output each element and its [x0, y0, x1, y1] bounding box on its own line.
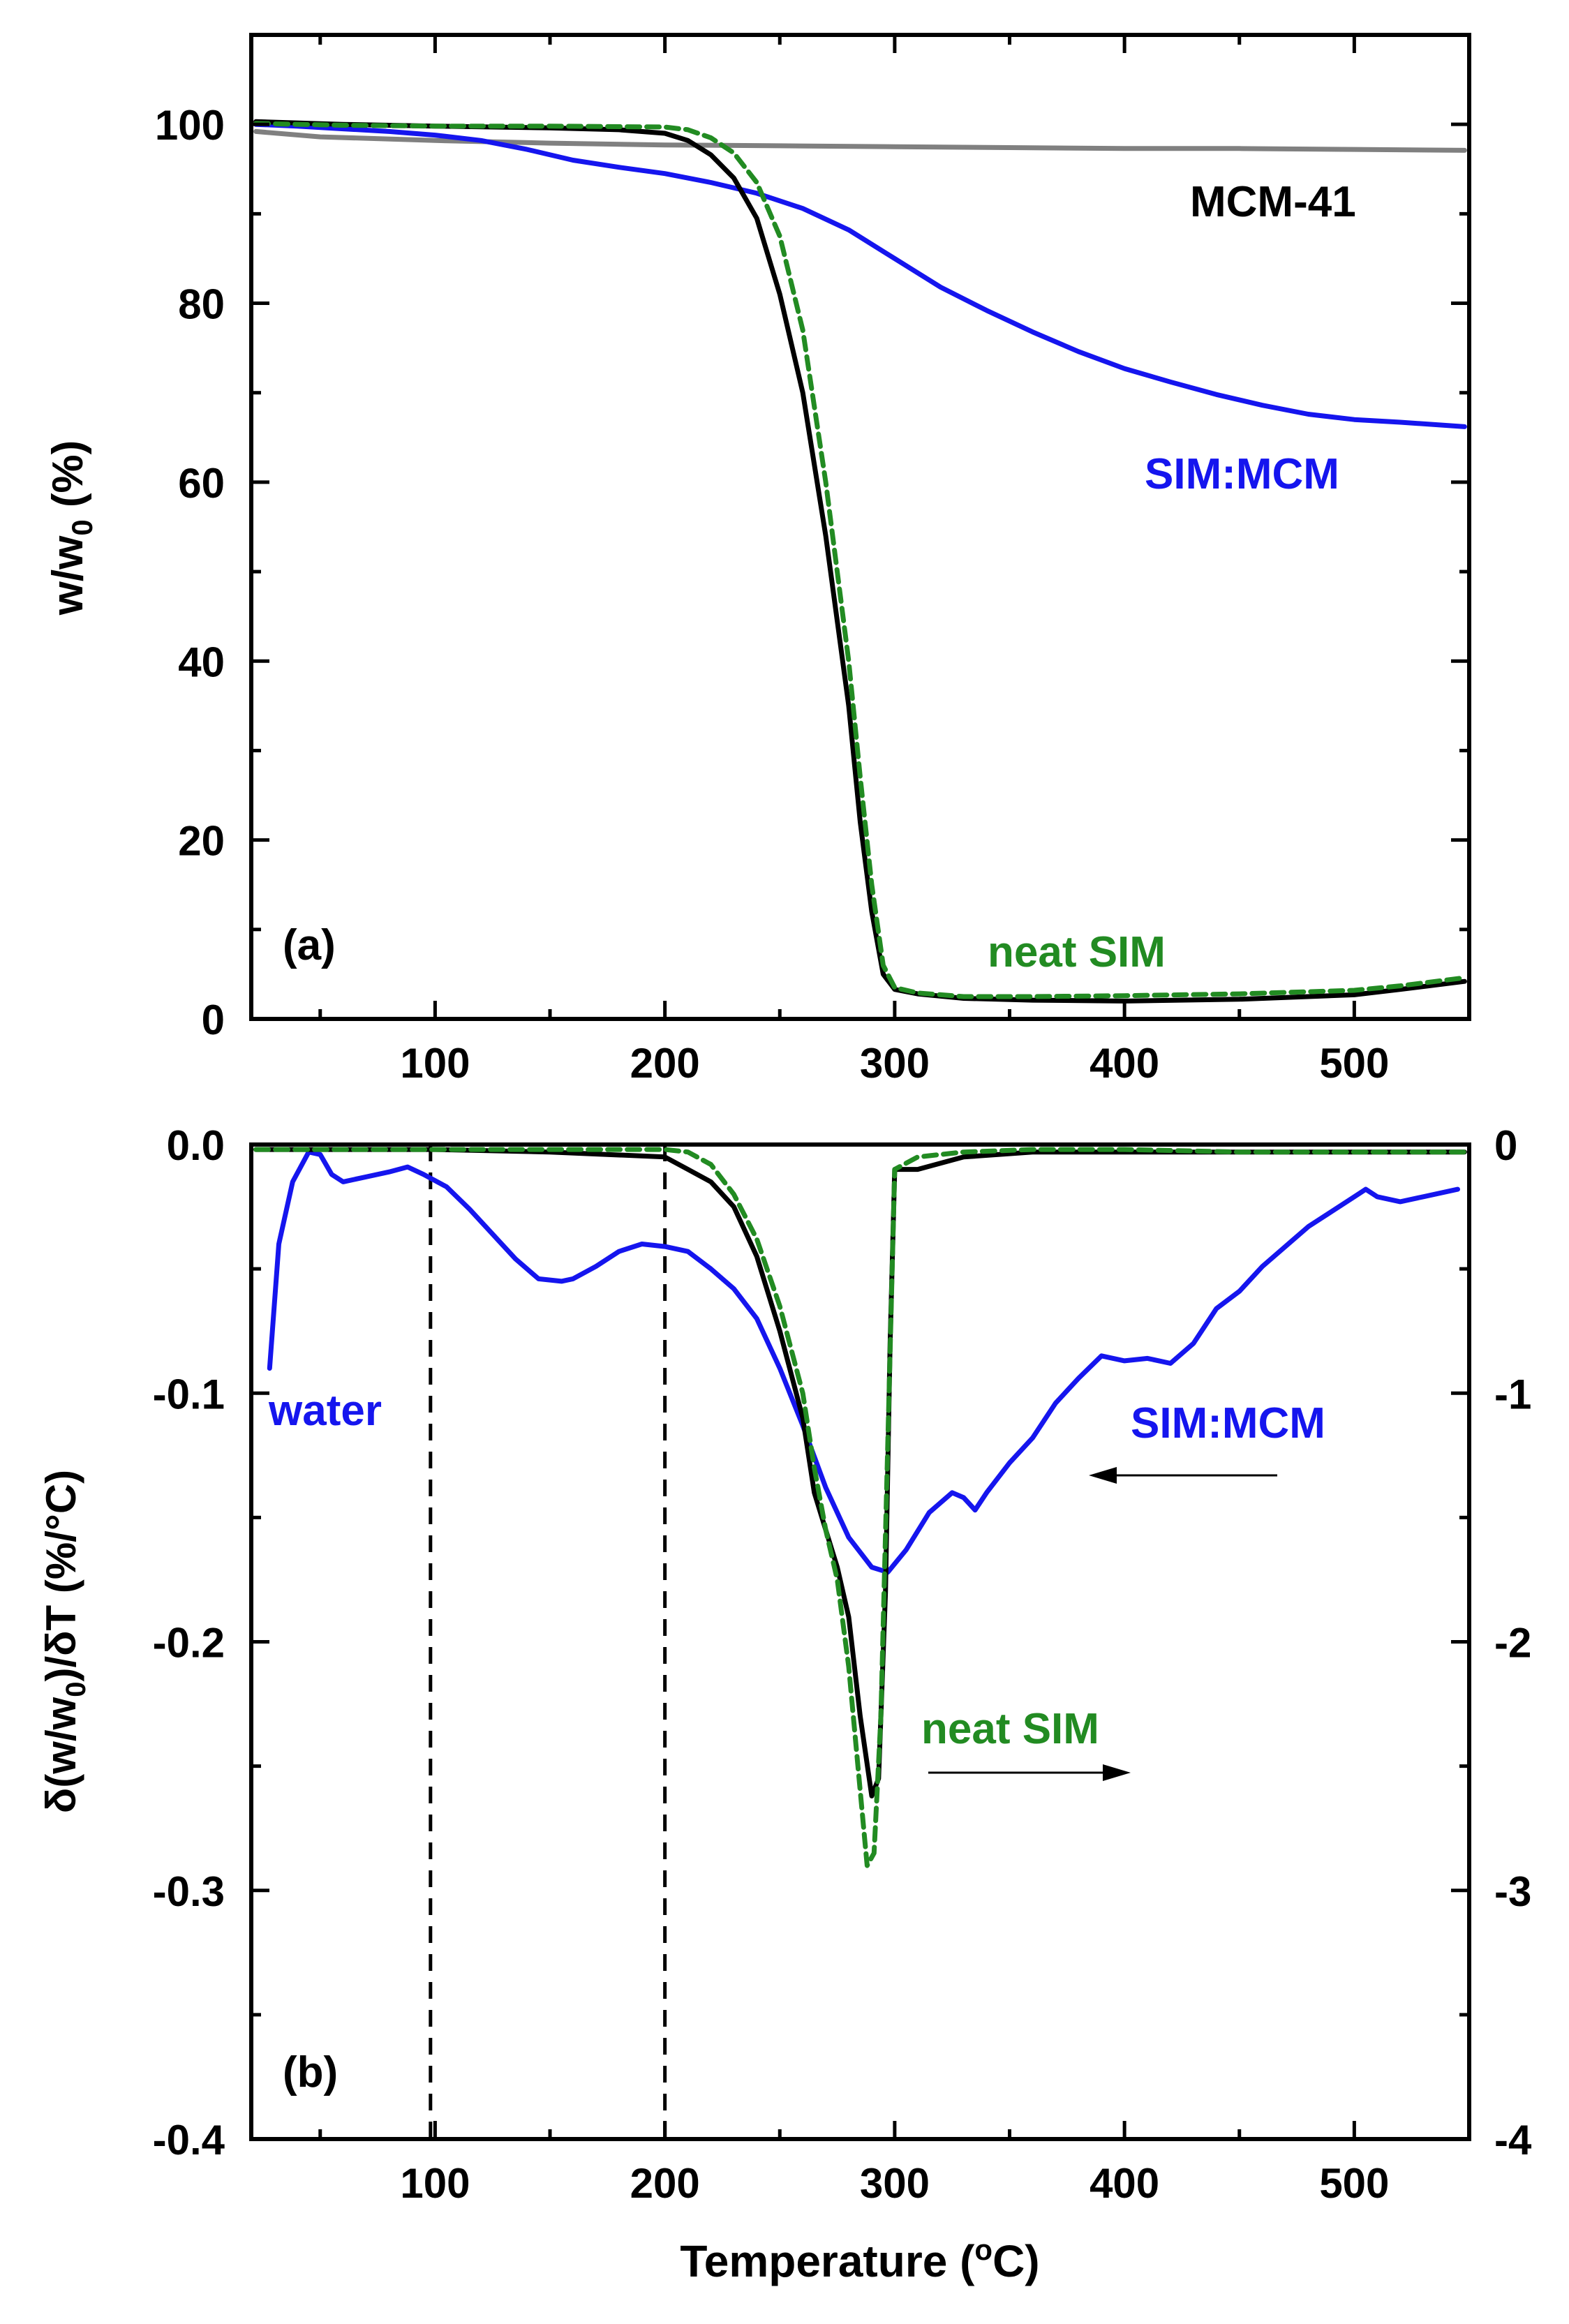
- x-tick-label-b: 100: [400, 2160, 470, 2207]
- x-axis-label: Temperature (oC): [680, 2233, 1039, 2286]
- series-neat-sim-dashed-a: [253, 121, 1467, 999]
- panel-b: 100 200 300 400 500 -0.4 -0.3 -0.2 -0.1 0.0 -4 -3…: [38, 1122, 1532, 2207]
- series-neat-sim-b: [253, 1147, 1467, 1798]
- panel-b-ylabel-main: δ(w/w: [38, 1697, 84, 1813]
- x-tick-label-b: 500: [1319, 2160, 1389, 2207]
- y-tick-label-a: 40: [178, 639, 225, 685]
- y-right-tick-label-b: -1: [1494, 1371, 1531, 1417]
- panel-b-ylabel: δ(w/w0)/δT (%/°C): [38, 1470, 91, 1813]
- annotation-sim-mcm-a: SIM:MCM: [1145, 450, 1339, 498]
- x-tick-label-a: 200: [630, 1040, 700, 1087]
- series-neat-sim-a: [253, 119, 1467, 1004]
- x-axis-label-end: C): [992, 2236, 1040, 2286]
- x-tick-label-b: 400: [1090, 2160, 1159, 2207]
- annotation-sim-mcm-b: SIM:MCM: [1131, 1399, 1325, 1447]
- x-axis-label-sup: o: [974, 2233, 992, 2266]
- panel-a-x-ticks: 100 200 300 400 500: [318, 35, 1471, 1087]
- y-tick-label-a: 60: [178, 460, 225, 507]
- panel-b-series: [253, 1147, 1467, 1868]
- y-tick-label-b: -0.2: [153, 1620, 225, 1667]
- panel-a-ylabel-main: w/w: [44, 535, 92, 616]
- x-tick-label-b: 300: [860, 2160, 930, 2207]
- panel-a-y-ticks: 0 20 40 60 80 100: [155, 33, 1469, 1043]
- y-right-tick-label-b: -4: [1494, 2117, 1532, 2163]
- x-axis-label-main: Temperature (: [680, 2236, 975, 2286]
- panel-b-ylabel-end: )/δT (%/°C): [38, 1470, 84, 1682]
- annotation-mcm41: MCM-41: [1190, 178, 1356, 226]
- y-tick-label-a: 20: [178, 818, 225, 865]
- y-tick-label-a: 0: [202, 997, 225, 1043]
- y-right-tick-label-b: -2: [1494, 1620, 1531, 1667]
- panel-a-label: (a): [283, 921, 336, 969]
- x-tick-label-a: 500: [1319, 1040, 1389, 1087]
- annotation-neat-sim-a: neat SIM: [988, 928, 1166, 976]
- y-right-tick-label-b: -3: [1494, 1868, 1531, 1915]
- panel-a-ylabel: w/w0 (%): [44, 440, 98, 616]
- panel-b-label: (b): [283, 2048, 338, 2096]
- series-mcm-41-a: [253, 128, 1467, 153]
- panel-b-ylabel-sub: 0: [61, 1682, 91, 1697]
- panel-b-y-ticks-left: -0.4 -0.3 -0.2 -0.1 0.0: [153, 1122, 269, 2163]
- arrow-right-axis: [928, 1764, 1131, 1781]
- series-sim-mcm-b: [267, 1149, 1460, 1575]
- x-tick-label-a: 300: [860, 1040, 930, 1087]
- y-right-tick-label-b: 0: [1494, 1122, 1517, 1169]
- x-tick-label-b: 200: [630, 2160, 700, 2207]
- y-tick-label-b: 0.0: [167, 1122, 225, 1169]
- panel-a-ylabel-sub: 0: [66, 519, 98, 535]
- panel-b-x-ticks: 100 200 300 400 500: [318, 2121, 1471, 2207]
- panel-a-frame: [249, 33, 1471, 1021]
- y-tick-label-a: 100: [155, 102, 225, 149]
- series-sim-mcm-a: [253, 121, 1467, 429]
- arrow-right-head: [1103, 1764, 1131, 1781]
- y-tick-label-b: -0.4: [153, 2117, 225, 2163]
- y-tick-label-b: -0.3: [153, 1868, 225, 1915]
- x-tick-label-a: 400: [1090, 1040, 1159, 1087]
- panel-a-series: [253, 119, 1467, 1004]
- series-neat-sim-dashed-b: [253, 1147, 1467, 1868]
- panel-b-y-ticks-right: -4 -3 -2 -1 0: [1451, 1122, 1532, 2163]
- annotation-neat-sim-b: neat SIM: [921, 1705, 1099, 1753]
- arrow-left-head: [1089, 1467, 1117, 1484]
- y-tick-label-b: -0.1: [153, 1371, 225, 1417]
- panel-a-ylabel-end: (%): [44, 440, 92, 520]
- arrow-left-axis: [1089, 1467, 1277, 1484]
- y-tick-label-a: 80: [178, 281, 225, 328]
- annotation-water: water: [268, 1387, 382, 1435]
- x-tick-label-a: 100: [400, 1040, 470, 1087]
